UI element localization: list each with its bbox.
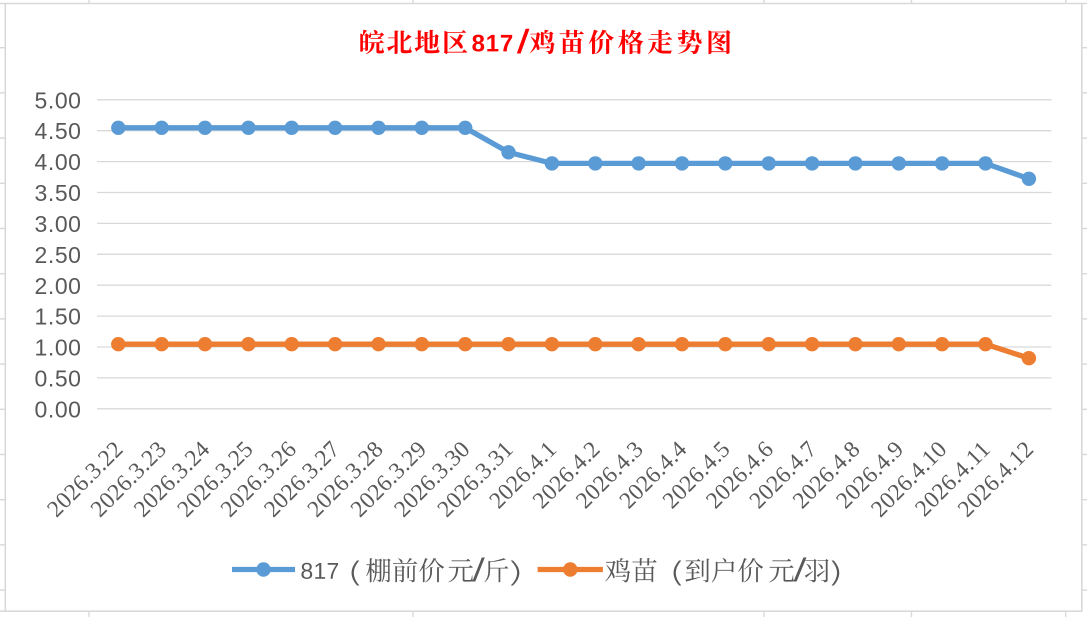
svg-text:3.00: 3.00 [35,211,82,237]
svg-text:1.00: 1.00 [35,335,82,361]
svg-text:4.50: 4.50 [35,118,82,144]
svg-text:0.00: 0.00 [35,396,82,422]
svg-text:3.50: 3.50 [35,180,82,206]
svg-text:1.50: 1.50 [35,304,82,330]
svg-text:2.50: 2.50 [35,242,82,268]
svg-text:2.00: 2.00 [35,273,82,299]
svg-text:5.00: 5.00 [35,87,82,113]
svg-text:0.50: 0.50 [35,365,82,391]
svg-text:4.00: 4.00 [35,149,82,175]
